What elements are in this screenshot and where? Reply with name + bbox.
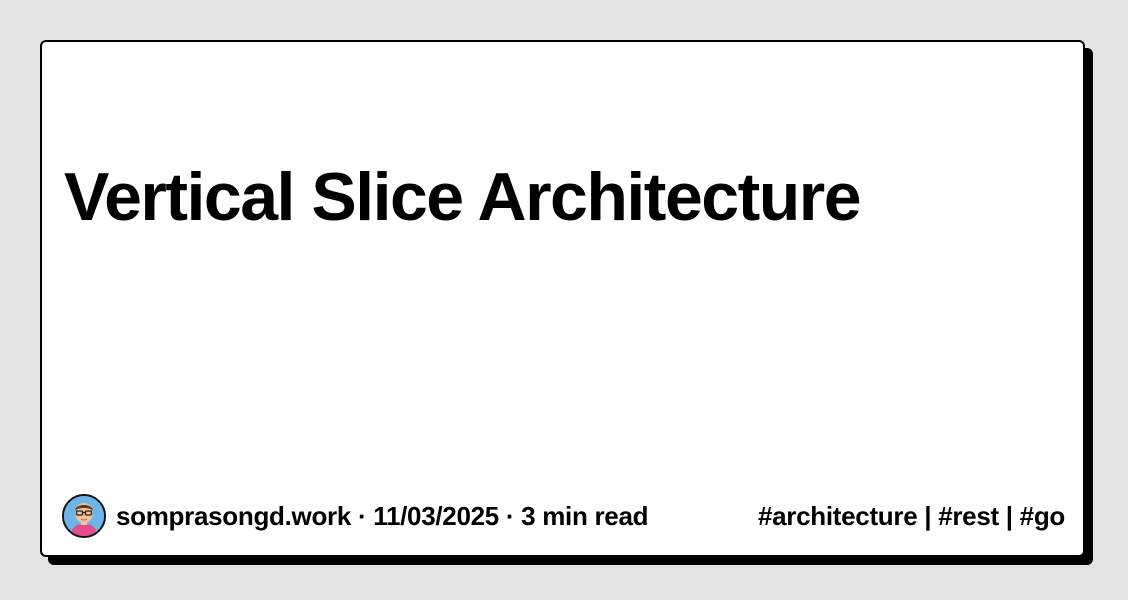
post-title: Vertical Slice Architecture <box>64 159 862 235</box>
post-meta: somprasongd.work · 11/03/2025 · 3 min re… <box>62 494 649 538</box>
avatar-illustration-icon <box>62 494 106 538</box>
read-time: 3 min read <box>521 500 649 531</box>
post-tags: #architecture | #rest | #go <box>757 500 1065 531</box>
meta-separator: · <box>498 500 522 531</box>
meta-separator: · <box>351 500 374 531</box>
post-card[interactable]: Vertical Slice Architecture somprasongd.… <box>40 40 1085 557</box>
post-footer: somprasongd.work · 11/03/2025 · 3 min re… <box>62 492 1065 540</box>
post-date: 11/03/2025 <box>373 500 499 531</box>
author-name[interactable]: somprasongd.work <box>116 500 352 531</box>
